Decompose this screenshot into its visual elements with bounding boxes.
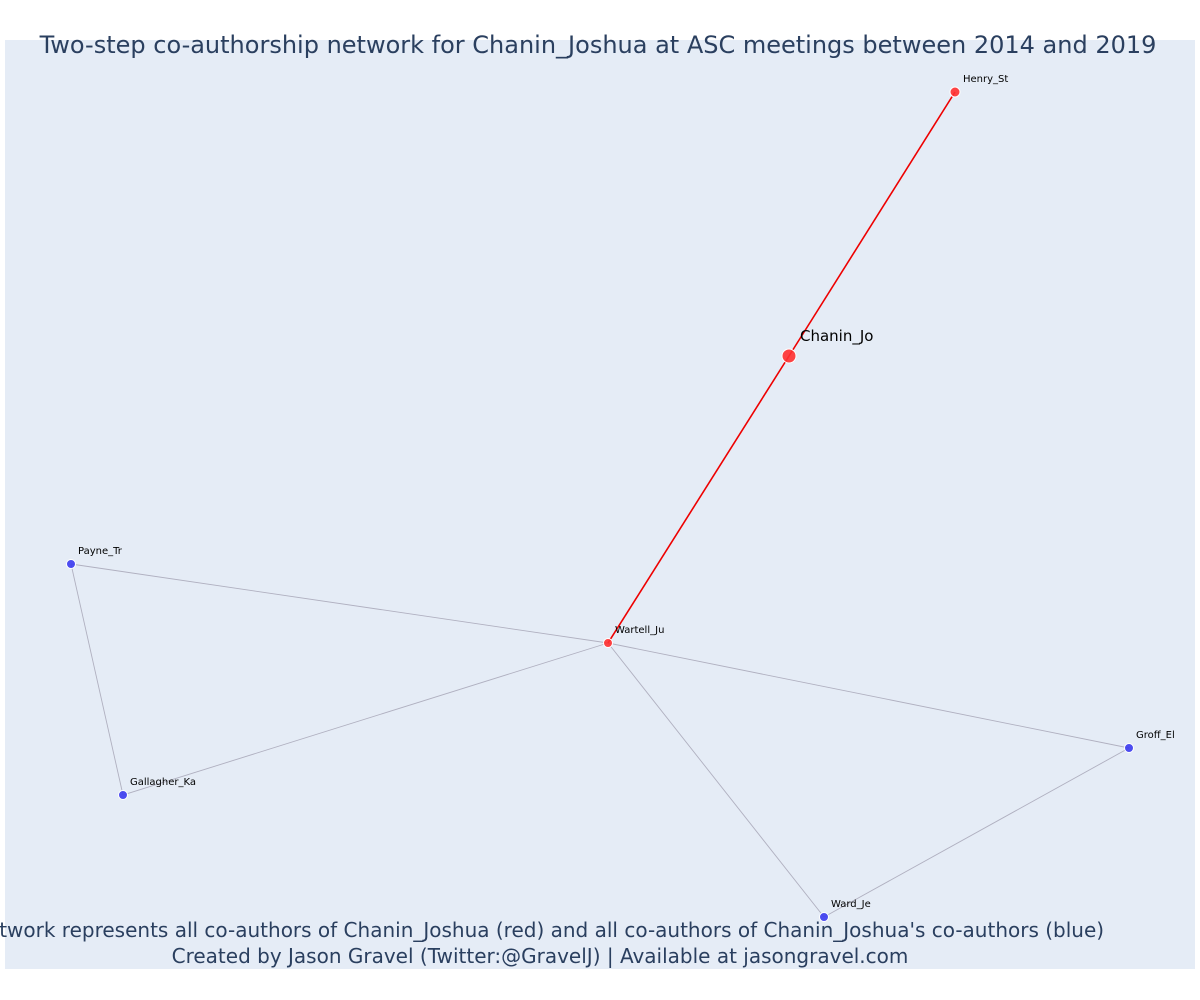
node-label-ward-je: Ward_Je: [831, 899, 871, 910]
edge-groff_el-ward_je: [823, 747, 1130, 918]
edge-wartell_ju-groff_el: [607, 642, 1130, 749]
node-label-chanin-jo: Chanin_Jo: [800, 327, 873, 346]
node-label-groff-el: Groff_El: [1136, 730, 1175, 741]
node-label-henry-st: Henry_St: [963, 74, 1008, 85]
node-label-payne-tr: Payne_Tr: [78, 546, 123, 557]
node-payne-tr[interactable]: [66, 559, 76, 569]
caption-line-2: Created by Jason Gravel (Twitter:@Gravel…: [172, 944, 909, 968]
caption-line-1: Network represents all co-authors of Cha…: [0, 918, 1104, 942]
edge-gallagher_ka-wartell_ju: [122, 642, 609, 796]
chart-title: Two-step co-authorship network for Chani…: [39, 31, 1157, 59]
edge-chanin_jo-wartell_ju: [607, 355, 790, 644]
node-wartell-ju[interactable]: [603, 638, 613, 648]
node-label-wartell-ju: Wartell_Ju: [615, 625, 664, 636]
edge-henry_st-chanin_jo: [788, 91, 956, 357]
node-chanin-jo[interactable]: [781, 348, 797, 364]
node-ward-je[interactable]: [819, 912, 829, 922]
nodes-layer: [66, 86, 1134, 922]
node-gallagher-ka[interactable]: [118, 790, 128, 800]
plot-background: [5, 40, 1195, 969]
node-label-gallagher-ka: Gallagher_Ka: [130, 777, 196, 788]
edge-wartell_ju-ward_je: [607, 642, 825, 918]
node-labels-layer: Chanin_Jo Henry_St Wartell_Ju Payne_Tr Galla…: [78, 74, 1175, 910]
edge-payne_tr-gallagher_ka: [70, 563, 124, 796]
edges-layer: [70, 91, 1130, 918]
node-groff-el[interactable]: [1124, 743, 1134, 753]
edge-payne_tr-wartell_ju: [70, 563, 609, 644]
node-henry-st[interactable]: [949, 86, 961, 98]
